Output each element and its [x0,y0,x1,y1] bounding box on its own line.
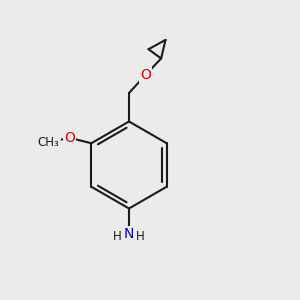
Text: CH₃: CH₃ [38,136,60,149]
Text: H: H [136,230,145,243]
Text: N: N [124,227,134,241]
Text: O: O [140,68,151,82]
Text: O: O [64,131,75,145]
Text: H: H [113,230,122,243]
